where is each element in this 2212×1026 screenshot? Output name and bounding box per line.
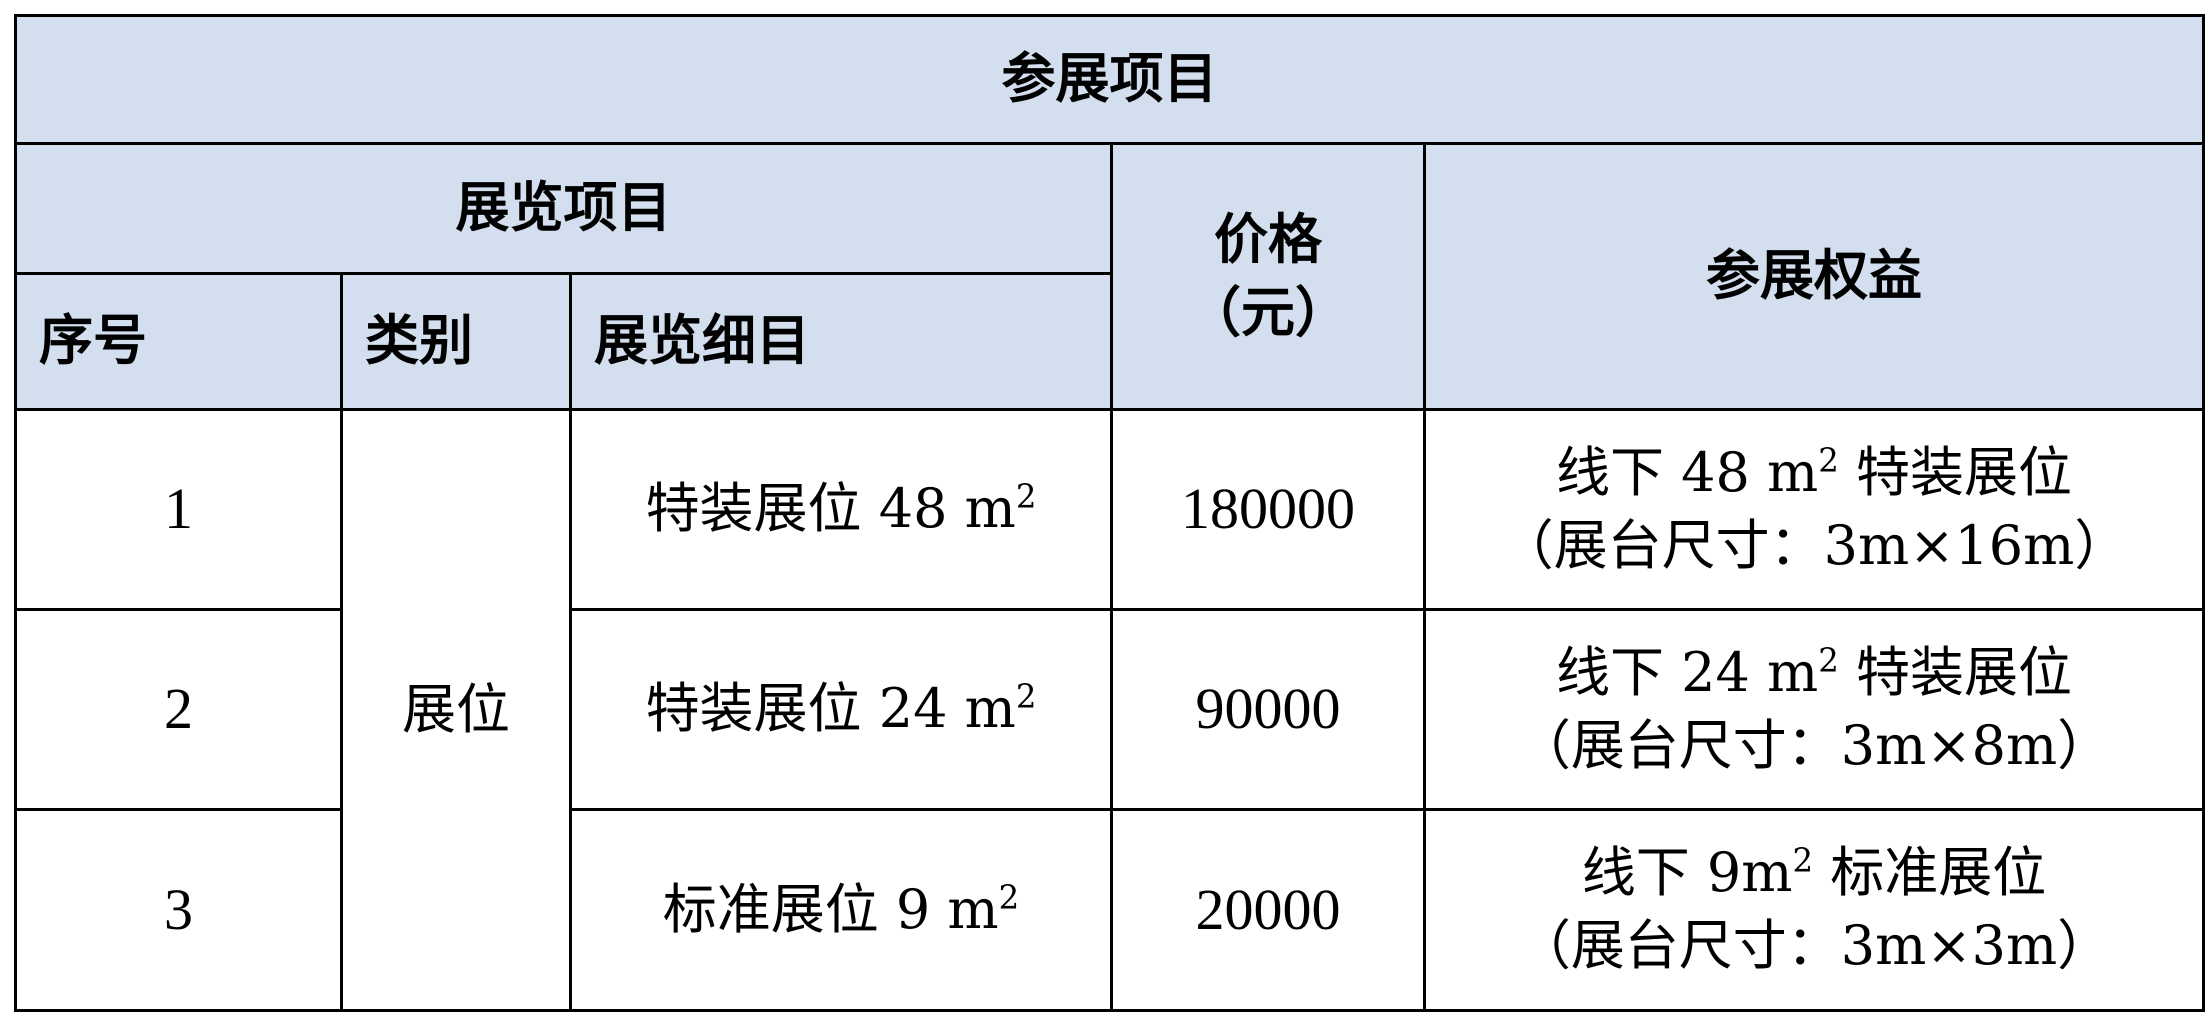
benefit-text-tail: 标准展位	[1813, 841, 2047, 905]
header-detail: 展览细目	[569, 272, 1113, 411]
group-header-exhibition-items: 展览项目	[14, 142, 1113, 275]
table-row: 1 展位 特装展位 48 m2 180000 线下 48 m2 特装展位 （展台…	[14, 408, 2206, 1012]
detail-sup: 2	[1015, 477, 1037, 516]
row-index: 3	[14, 808, 343, 1012]
header-category: 类别	[340, 272, 572, 411]
benefit-text-tail: 特装展位	[1838, 440, 2073, 504]
exhibition-pricing-table: 参展项目 展览项目 价格 （元） 参展权益 序号 类别 展览细目 1 展位 特装…	[13, 14, 2206, 1012]
detail-sup: 2	[998, 878, 1020, 917]
header-index: 序号	[14, 272, 343, 411]
row-benefit: 线下 48 m2 特装展位 （展台尺寸：3m×16m）	[1422, 408, 2206, 611]
header-benefits: 参展权益	[1422, 142, 2206, 411]
header-price-unit: （元）	[1187, 280, 1349, 344]
row-price: 180000	[1110, 408, 1426, 611]
row-price: 90000	[1110, 608, 1426, 811]
benefit-text: 线下 48 m	[1555, 440, 1819, 504]
detail-text: 标准展位 9 m	[662, 877, 999, 941]
row-price: 20000	[1110, 808, 1426, 1012]
category-cell: 展位	[340, 408, 572, 1012]
benefit-text: 线下 9m	[1581, 841, 1793, 905]
row-benefit: 线下 24 m2 特装展位 （展台尺寸：3m×8m）	[1422, 608, 2206, 811]
detail-text: 特装展位 48 m	[645, 477, 1016, 541]
benefit-sup: 2	[1818, 641, 1839, 680]
detail-sup: 2	[1015, 677, 1037, 716]
benefit-text: 线下 24 m	[1555, 640, 1819, 704]
row-benefit: 线下 9m2 标准展位 （展台尺寸：3m×3m）	[1422, 808, 2206, 1012]
header-price: 价格 （元）	[1110, 142, 1426, 411]
benefit-size: （展台尺寸：3m×16m）	[1499, 513, 2129, 577]
row-index: 2	[14, 608, 343, 811]
row-detail: 标准展位 9 m2	[569, 808, 1113, 1012]
table-row: 2 特装展位 24 m2 90000 线下 24 m2 特装展位 （展台尺寸：3…	[14, 608, 2206, 811]
row-detail: 特装展位 24 m2	[569, 608, 1113, 811]
benefit-sup: 2	[1818, 441, 1839, 480]
row-index: 1	[14, 408, 343, 611]
benefit-text-tail: 特装展位	[1838, 640, 2073, 704]
header-price-label: 价格	[1214, 207, 1322, 271]
benefit-size: （展台尺寸：3m×3m）	[1516, 914, 2112, 977]
benefit-size: （展台尺寸：3m×8m）	[1516, 713, 2112, 777]
detail-text: 特装展位 24 m	[645, 677, 1016, 741]
table-title: 参展项目	[13, 14, 2206, 145]
table-row: 3 标准展位 9 m2 20000 线下 9m2 标准展位 （展台尺寸：3m×3…	[14, 808, 2206, 1012]
row-detail: 特装展位 48 m2	[569, 408, 1113, 611]
benefit-sup: 2	[1792, 841, 1814, 880]
